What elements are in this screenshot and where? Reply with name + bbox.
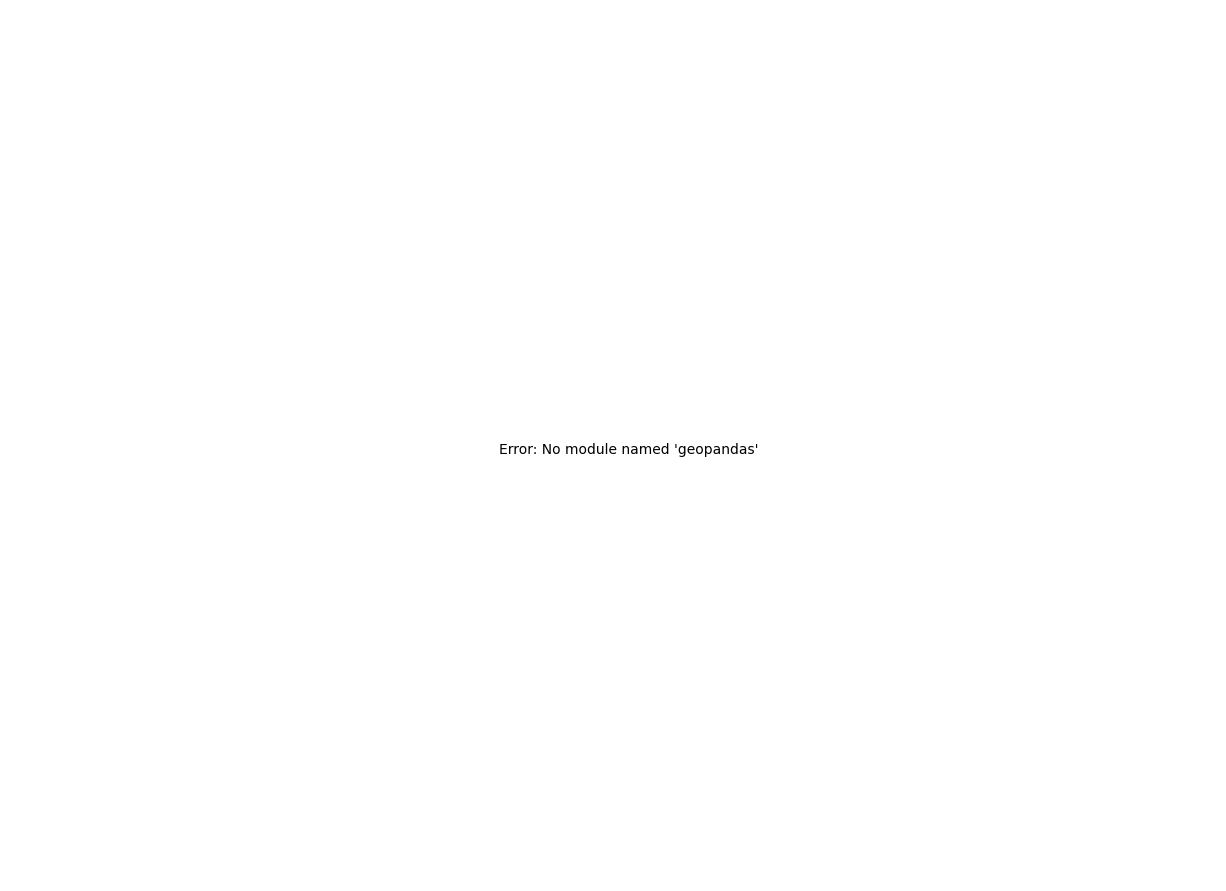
Text: Error: No module named 'geopandas': Error: No module named 'geopandas' [499,443,758,457]
